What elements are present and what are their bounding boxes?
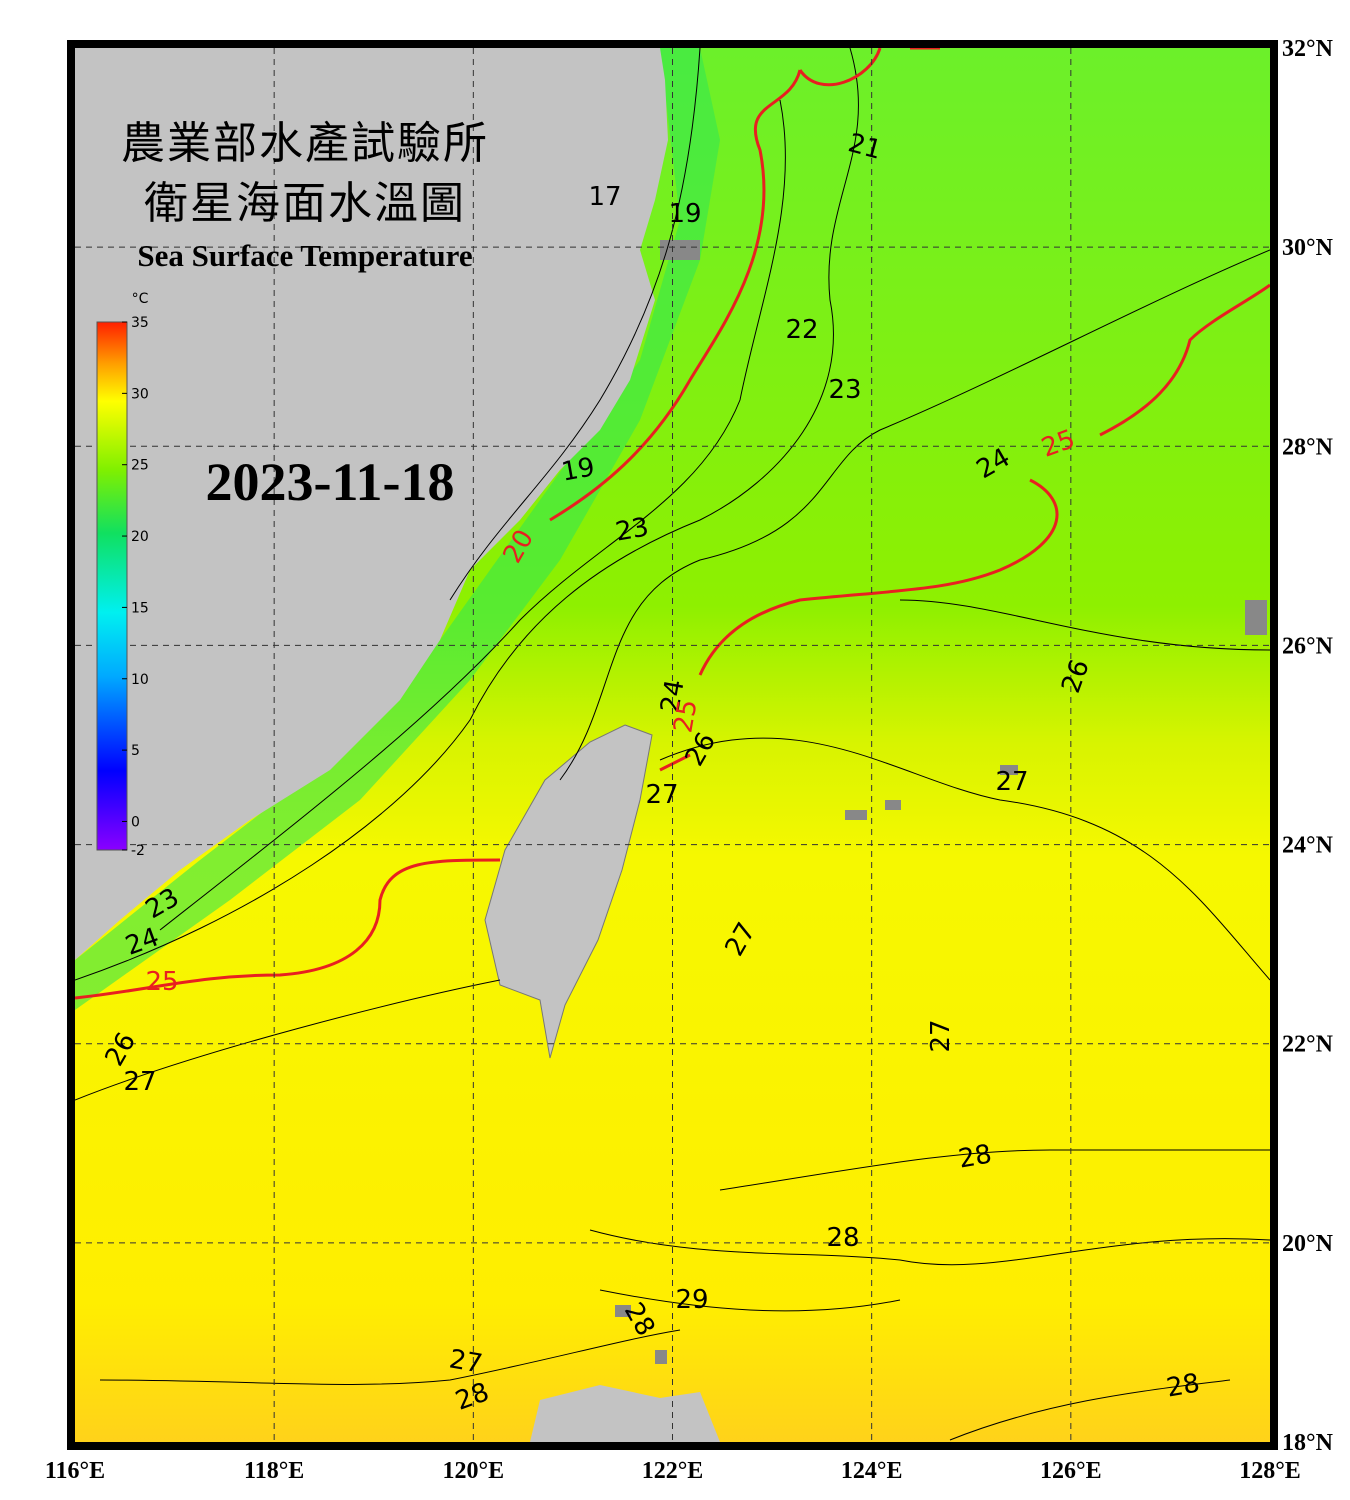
colorbar-tick-label: 35 [131,315,149,331]
lat-label: 26°N [1282,633,1334,659]
contour-label: 19 [668,199,701,229]
islands [615,240,1267,1364]
lon-label: 122°E [642,1458,704,1484]
title-en: Sea Surface Temperature [137,238,472,273]
mainland [75,48,668,960]
contour-label: 28 [1164,1368,1202,1403]
lat-label: 32°N [1282,36,1334,62]
contour-label: 27 [123,1067,156,1097]
colorbar-tick-label: 20 [131,529,149,545]
contour-label: 29 [675,1285,708,1315]
contour-label: 27 [995,767,1028,797]
graticule [75,48,1270,1442]
colorbar-tick-label: 10 [131,672,149,688]
lat-label: 28°N [1282,434,1334,460]
colorbar-tick-label: 5 [131,743,140,759]
contour-label: 24 [655,677,690,715]
isotherms [75,48,1270,1441]
colorbar [96,321,128,851]
contour-label: 23 [828,375,861,405]
lon-label: 118°E [244,1458,304,1484]
lon-label: 120°E [443,1458,505,1484]
coastal-water [75,48,720,1010]
lon-label: 116°E [45,1458,105,1484]
axis-labels: 116°E 118°E 120°E 122°E 124°E 126°E 128°E18°N 2… [45,36,1334,1484]
contour-label: 19 [559,452,597,487]
contour-label: 28 [956,1139,994,1174]
lon-label: 128°E [1239,1458,1301,1484]
colorbar-unit: °C [132,291,149,307]
contour-label: 25 [145,967,178,997]
contour-label: 25 [668,697,703,735]
taiwan [484,724,653,1059]
lon-label: 124°E [841,1458,903,1484]
title-zh-1: 農業部水產試驗所 [121,119,489,168]
date: 2023-11-18 [206,452,455,512]
lat-label: 22°N [1282,1032,1334,1058]
isotherm-red [75,48,1270,1000]
contour-label: 23 [613,512,651,547]
lat-label: 20°N [1282,1231,1334,1257]
colorbar-tick-label: 25 [131,458,149,474]
map-frame [67,40,1278,1450]
contour-label: 27 [447,1344,485,1379]
colorbar-tick-label: 0 [131,814,140,830]
colorbar-tick-label: 15 [131,600,149,616]
contour-label: 27 [645,780,678,810]
contour-label: 22 [785,315,818,345]
lon-label: 126°E [1040,1458,1102,1484]
contour-label: 17 [588,182,621,212]
contour-label: 28 [826,1223,859,1253]
title-zh-2: 衛星海面水溫圖 [144,179,466,228]
colorbar-ticks: 35 30 25 20 15 10 5 0 -2 [122,315,149,859]
lat-label: 30°N [1282,235,1334,261]
contour-label: 27 [926,1019,956,1052]
colorbar-tick-label: 30 [131,386,149,402]
lat-label: 18°N [1282,1430,1334,1456]
colorbar-tick-label: -2 [131,843,145,859]
lat-label: 24°N [1282,833,1334,859]
